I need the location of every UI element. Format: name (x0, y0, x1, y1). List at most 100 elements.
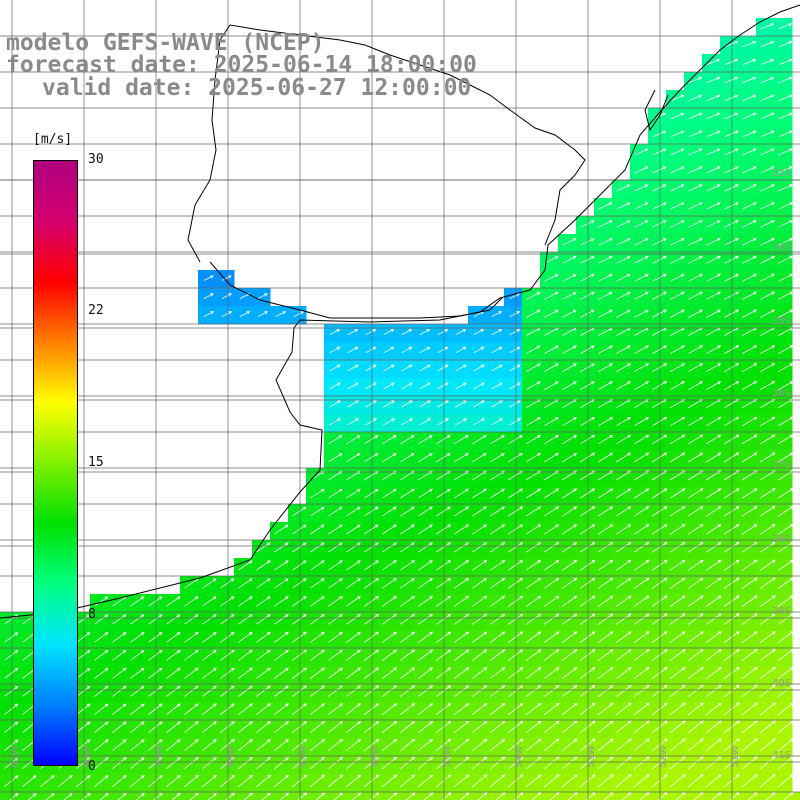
wind-arrow (597, 756, 614, 770)
wind-arrow (274, 649, 289, 661)
wind-arrow (561, 756, 578, 770)
wind-arrow (759, 559, 776, 571)
wind-arrow (778, 273, 794, 282)
wind-arrow (436, 524, 451, 535)
wind-arrow (742, 148, 757, 156)
wind-arrow (580, 274, 595, 282)
wind-arrow (597, 774, 614, 788)
wind-arrow (112, 703, 127, 715)
wind-arrow (365, 329, 377, 336)
wind-arrow (130, 685, 145, 697)
wind-arrow (293, 311, 305, 318)
wind-arrow (454, 542, 469, 553)
wind-arrow (130, 667, 145, 679)
wind-arrow (633, 720, 650, 734)
wind-arrow (687, 667, 704, 680)
wind-arrow (472, 542, 488, 553)
wind-arrow (724, 166, 739, 174)
wind-arrow (274, 542, 289, 553)
wind-arrow (328, 631, 343, 643)
wind-arrow (580, 452, 596, 463)
wind-arrow (651, 720, 668, 734)
wind-arrow (687, 541, 704, 553)
wind-arrow (687, 559, 704, 571)
wind-arrow (148, 703, 163, 715)
wind-arrow (760, 148, 775, 156)
wind-arrow (382, 488, 397, 499)
wind-arrow (346, 488, 361, 499)
wind-arrow (274, 721, 289, 734)
lat-label: 39S (772, 606, 791, 617)
wind-arrow (130, 703, 145, 715)
wind-arrow (471, 738, 488, 752)
wind-arrow (202, 614, 217, 625)
wind-arrow (310, 738, 326, 752)
wind-arrow (597, 702, 614, 716)
wind-arrow (400, 613, 416, 625)
wind-arrow (418, 488, 433, 499)
wind-arrow (490, 470, 506, 481)
wind-arrow (579, 577, 596, 589)
wind-arrow (148, 685, 163, 697)
wind-arrow (221, 275, 232, 281)
wind-arrow (81, 792, 91, 800)
wind-arrow (238, 614, 253, 625)
wind-arrow (598, 202, 613, 210)
wind-arrow (473, 400, 485, 408)
wind-arrow (382, 578, 397, 589)
wind-arrow (543, 631, 560, 643)
wind-arrow (688, 76, 703, 84)
wind-arrow (633, 649, 650, 661)
wind-arrow (670, 220, 685, 228)
wind-arrow (741, 649, 758, 662)
wind-arrow (706, 166, 721, 174)
wind-arrow (401, 346, 413, 354)
wind-arrow (705, 756, 722, 770)
wind-arrow (418, 542, 433, 553)
wind-arrow (274, 774, 289, 788)
wind-arrow (741, 416, 758, 427)
wind-arrow (471, 756, 488, 770)
wind-arrow (652, 256, 667, 264)
wind-arrow (687, 577, 704, 589)
wind-arrow (778, 94, 793, 102)
wind-arrow (597, 542, 614, 553)
wind-arrow (346, 596, 361, 607)
wind-arrow (760, 184, 775, 192)
wind-arrow (455, 400, 467, 408)
wind-arrow (112, 632, 127, 643)
wind-arrow (562, 274, 577, 282)
wind-arrow (598, 238, 613, 246)
lon-label: 56W (370, 745, 381, 768)
wind-arrow (417, 720, 434, 734)
wind-cell (198, 792, 217, 800)
wind-arrow (615, 738, 632, 752)
wind-arrow (723, 488, 740, 499)
wind-arrow (579, 702, 596, 716)
wind-arrow (777, 774, 794, 788)
wind-arrow (166, 614, 181, 625)
wind-arrow (561, 738, 578, 752)
wind-arrow (148, 667, 163, 679)
wind-arrow (400, 631, 416, 643)
lat-label: 36S (772, 388, 791, 399)
wind-cell (234, 792, 253, 800)
wind-cell (414, 792, 433, 800)
wind-arrow (777, 613, 794, 625)
wind-arrow (328, 613, 343, 625)
wind-cell (252, 792, 271, 800)
wind-arrow (616, 184, 631, 192)
wind-arrow (364, 470, 379, 481)
wind-arrow (652, 166, 667, 174)
wind-arrow (561, 702, 578, 716)
wind-cell (540, 792, 559, 800)
wind-arrow (669, 774, 686, 788)
wind-arrow (491, 329, 503, 336)
wind-arrow (203, 311, 215, 318)
colorbar-tick-22: 22 (88, 303, 104, 318)
wind-speed-field (0, 18, 800, 800)
wind-arrow (633, 667, 650, 680)
wind-arrow (328, 738, 344, 752)
wind-arrow (495, 792, 506, 800)
wind-arrow (544, 363, 559, 372)
